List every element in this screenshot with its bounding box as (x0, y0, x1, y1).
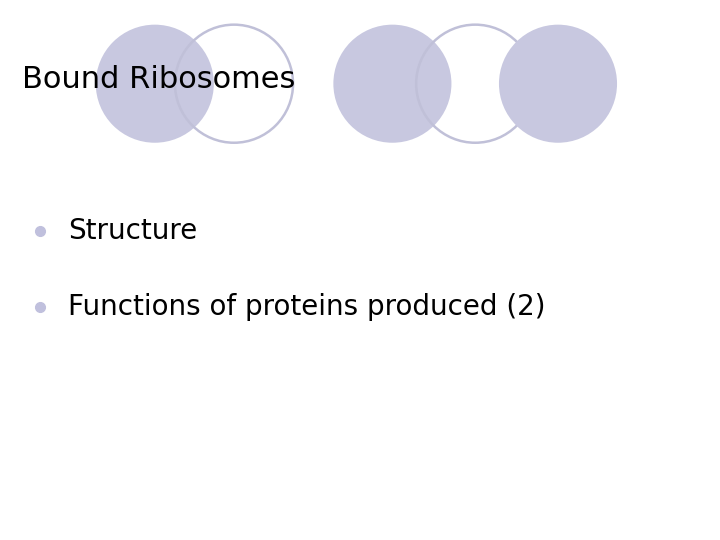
Ellipse shape (499, 25, 617, 143)
Text: Bound Ribosomes: Bound Ribosomes (22, 65, 295, 94)
Ellipse shape (96, 25, 214, 143)
Text: Functions of proteins produced (2): Functions of proteins produced (2) (68, 293, 546, 321)
Ellipse shape (333, 25, 451, 143)
Text: Structure: Structure (68, 217, 198, 245)
